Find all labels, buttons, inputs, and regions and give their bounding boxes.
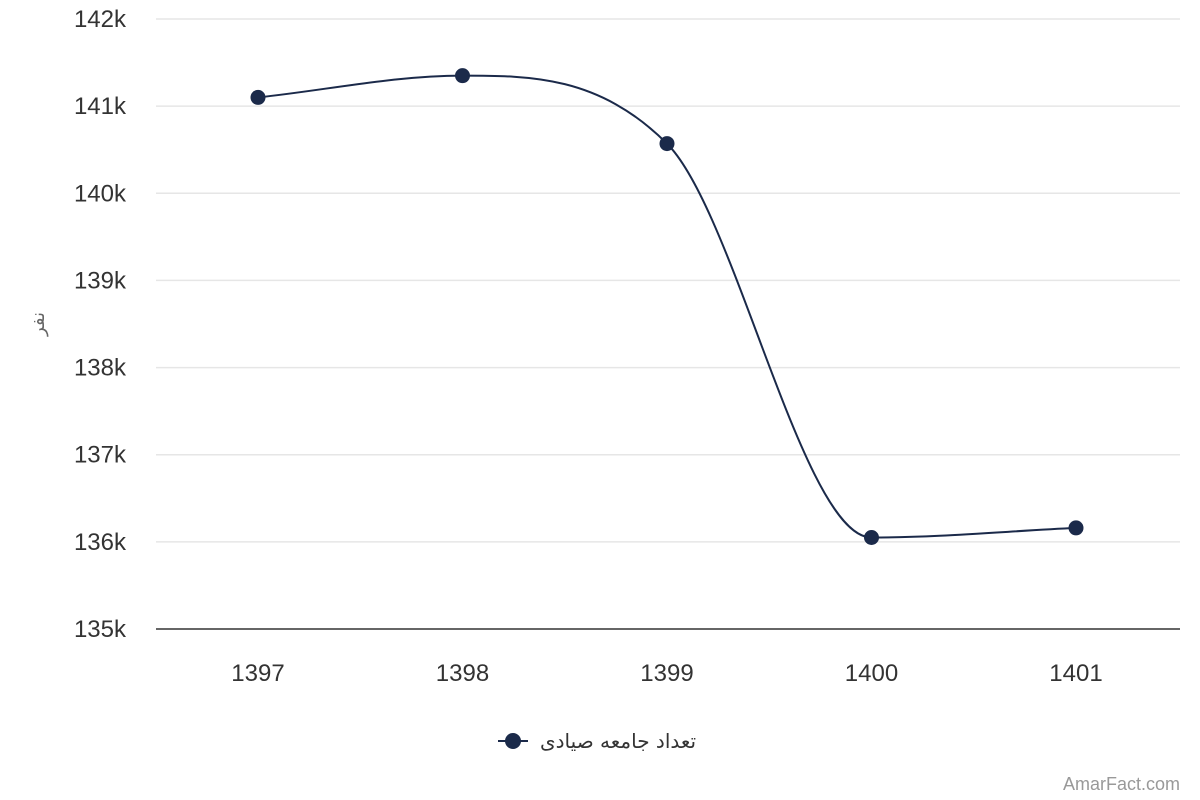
x-tick-labels: 1397 1398 1399 1400 1401 <box>231 660 1102 687</box>
x-tick-label: 1401 <box>1049 660 1102 687</box>
legend-item[interactable]: تعداد جامعه صیادی <box>498 729 696 753</box>
x-tick-label: 1400 <box>845 660 898 687</box>
y-tick-label: 141k <box>74 93 127 120</box>
grid-lines <box>156 18 1180 543</box>
x-tick-label: 1398 <box>436 660 489 687</box>
series-line <box>257 74 1077 539</box>
data-point-1397[interactable] <box>250 89 266 105</box>
x-tick-label: 1399 <box>640 660 693 687</box>
credit-text[interactable]: AmarFact.com <box>1063 774 1180 794</box>
y-tick-label: 138k <box>74 355 127 382</box>
data-point-1399[interactable] <box>659 136 675 152</box>
x-tick-label: 1397 <box>231 660 284 687</box>
data-point-1400[interactable] <box>864 530 879 545</box>
y-tick-label: 140k <box>74 180 127 207</box>
data-point-1398[interactable] <box>455 68 470 84</box>
legend-marker-symbol <box>505 733 521 749</box>
y-tick-label: 137k <box>74 442 127 469</box>
y-tick-label: 135k <box>74 616 127 643</box>
legend-label: تعداد جامعه صیادی <box>540 729 696 753</box>
data-points <box>250 68 1084 545</box>
y-axis-label: نفر <box>28 312 49 337</box>
data-point-1401[interactable] <box>1068 520 1084 536</box>
y-tick-label: 136k <box>74 529 127 556</box>
y-tick-label: 139k <box>74 267 127 294</box>
y-tick-labels: 135k 136k 137k 138k 139k 140k 141k 142k <box>74 6 127 643</box>
y-tick-label: 142k <box>74 6 127 33</box>
series-layer <box>257 74 1077 539</box>
